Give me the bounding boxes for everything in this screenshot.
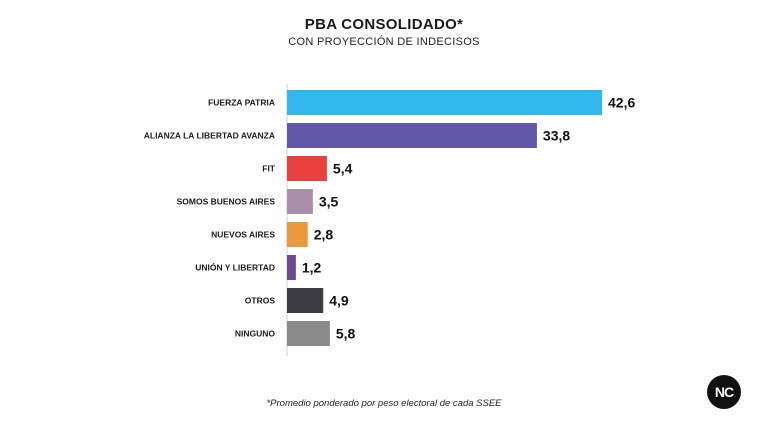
chart-subtitle: CON PROYECCIÓN DE INDECISOS [288, 36, 480, 48]
category-label: SOMOS BUENOS AIRES [177, 197, 276, 207]
value-label: 3,5 [319, 194, 339, 210]
bar [287, 255, 296, 280]
bar [287, 123, 537, 148]
category-label: OTROS [245, 296, 276, 306]
category-label: FIT [262, 164, 276, 174]
bar [287, 288, 324, 313]
category-label: NUEVOS AIRES [211, 230, 275, 240]
bar [287, 156, 327, 181]
footnote: *Promedio ponderado por peso electoral d… [266, 398, 502, 409]
bar [287, 321, 330, 346]
chart-title: PBA CONSOLIDADO* [304, 16, 464, 33]
logo-text: NC [714, 384, 734, 400]
category-label: FUERZA PATRIA [208, 98, 275, 108]
value-label: 4,9 [329, 293, 349, 309]
value-label: 1,2 [302, 260, 322, 276]
value-label: 33,8 [543, 128, 570, 144]
bar-chart: FUERZA PATRIA 42,6 ALIANZA LA LIBERTAD AVA… [144, 84, 635, 356]
value-label: 5,4 [333, 161, 353, 177]
category-label: ALIANZA LA LIBERTAD AVANZA [144, 131, 275, 141]
value-label: 42,6 [608, 95, 635, 111]
nc-logo: NC [707, 375, 741, 409]
value-label: 5,8 [336, 326, 356, 342]
bar [287, 90, 602, 115]
value-label: 2,8 [314, 227, 334, 243]
category-label: NINGUNO [235, 329, 276, 339]
category-label: UNIÓN Y LIBERTAD [195, 262, 275, 273]
bar [287, 222, 308, 247]
bar [287, 189, 313, 214]
